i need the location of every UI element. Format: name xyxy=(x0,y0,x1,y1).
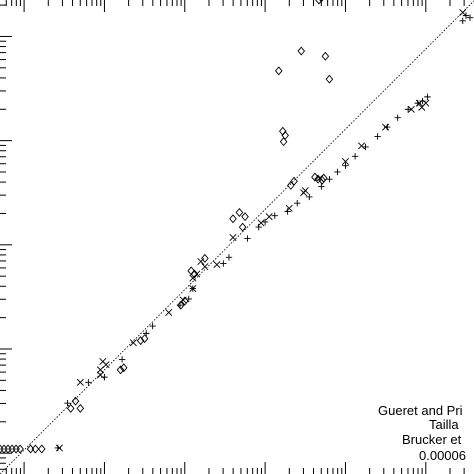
cross-marker xyxy=(301,187,309,195)
plus-marker xyxy=(225,254,233,261)
plus-marker xyxy=(419,97,426,105)
cross-marker xyxy=(285,204,293,212)
cross-marker xyxy=(96,366,104,374)
plus-marker xyxy=(271,212,278,219)
plus-marker xyxy=(261,218,269,226)
cross-marker xyxy=(55,444,63,452)
plus-marker xyxy=(64,399,71,407)
cross-marker xyxy=(197,257,205,265)
diamond-marker xyxy=(279,126,287,136)
plus-marker xyxy=(424,93,431,101)
cross-marker xyxy=(189,285,197,293)
diamond-marker xyxy=(297,46,306,56)
diamond-marker xyxy=(279,137,288,147)
cross-marker xyxy=(76,378,84,386)
diamond-marker xyxy=(66,403,75,413)
legend-label-1: Tailla xyxy=(429,417,459,432)
diamond-marker xyxy=(319,0,324,3)
plus-marker xyxy=(334,168,341,176)
cross-marker xyxy=(422,99,430,107)
diamond-marker xyxy=(235,208,244,218)
cross-marker xyxy=(382,123,390,131)
diamond-marker xyxy=(136,336,145,346)
diamond-marker xyxy=(321,51,330,61)
legend: Gueret and Pri Tailla Brucker et 0.00006 xyxy=(378,403,466,463)
diamond-marker xyxy=(12,444,20,454)
plus-marker xyxy=(85,379,92,386)
diamond-marker xyxy=(315,0,323,5)
diamond-marker xyxy=(176,300,185,310)
diamond-marker xyxy=(290,176,298,186)
cross-marker xyxy=(201,263,209,271)
cross-marker xyxy=(257,219,265,227)
plus-marker xyxy=(118,356,126,363)
plus-marker xyxy=(185,295,192,303)
cross-marker xyxy=(358,142,366,150)
plus-marker xyxy=(466,14,474,21)
cross-marker xyxy=(165,309,173,317)
diamond-marker xyxy=(8,444,16,454)
plus-marker xyxy=(244,235,251,242)
diamond-marker xyxy=(71,396,80,406)
diamond-marker xyxy=(201,253,209,263)
cross-marker xyxy=(179,296,187,304)
cross-marker xyxy=(96,371,104,379)
data-markers xyxy=(0,0,474,454)
plus-marker xyxy=(404,106,412,113)
diamond-marker xyxy=(325,74,334,84)
plus-marker xyxy=(294,199,301,207)
diamond-marker xyxy=(241,212,249,222)
diamond-marker xyxy=(4,444,12,454)
diamond-marker xyxy=(238,222,247,232)
plus-marker xyxy=(149,322,156,330)
plus-marker xyxy=(342,162,349,169)
diamond-marker xyxy=(190,269,199,279)
diamond-marker xyxy=(229,214,237,224)
diamond-marker xyxy=(0,444,8,454)
cross-marker xyxy=(341,157,349,165)
plus-marker xyxy=(143,330,150,337)
cross-marker xyxy=(459,8,467,17)
cross-marker xyxy=(415,99,423,107)
cross-marker xyxy=(229,234,237,242)
cross-marker xyxy=(193,270,201,278)
plus-marker xyxy=(326,175,333,183)
plus-marker xyxy=(318,183,325,190)
plus-marker xyxy=(362,143,369,151)
diamond-marker xyxy=(116,365,125,375)
cross-marker xyxy=(265,213,273,221)
cross-marker xyxy=(102,361,110,369)
cross-marker xyxy=(316,174,324,182)
plus-marker xyxy=(459,17,466,25)
plus-marker xyxy=(374,133,381,140)
diamond-marker xyxy=(287,180,295,190)
diamond-marker xyxy=(274,66,283,76)
legend-label-3: 0.00006 xyxy=(419,448,466,463)
plus-marker xyxy=(351,153,359,160)
plus-marker xyxy=(306,193,313,201)
diamond-marker xyxy=(119,363,128,373)
legend-label-0: Gueret and Pri xyxy=(378,403,463,418)
diamond-marker xyxy=(31,444,40,454)
diamond-marker xyxy=(140,334,149,344)
cross-marker xyxy=(129,339,137,347)
cross-marker xyxy=(407,105,415,113)
diamond-marker xyxy=(37,444,46,454)
diamond-marker xyxy=(16,444,24,454)
plus-marker xyxy=(220,260,227,267)
legend-label-2: Brucker et xyxy=(402,432,462,447)
cross-marker xyxy=(213,261,221,269)
plus-marker xyxy=(394,114,401,121)
diamond-marker xyxy=(76,403,85,413)
